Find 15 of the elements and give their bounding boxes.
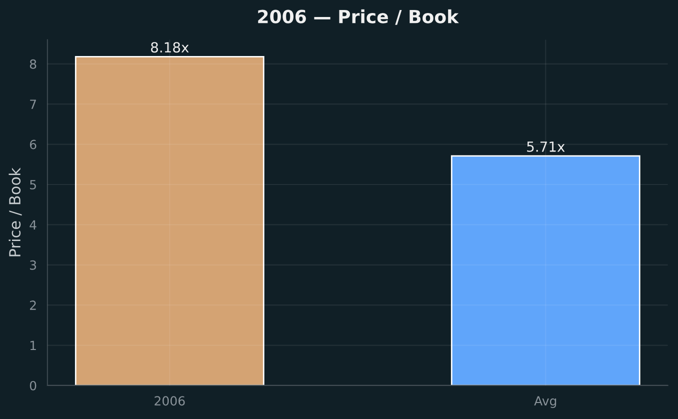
y-tick-label: 2 xyxy=(30,300,36,310)
data-label: 5.71x xyxy=(527,142,565,152)
data-label: 8.18x xyxy=(151,42,189,53)
y-tick-label: 1 xyxy=(30,340,36,350)
y-tick-label: 7 xyxy=(30,100,36,109)
y-tick-label: 6 xyxy=(30,140,36,150)
y-tick-label: 8 xyxy=(30,59,36,69)
x-tick-label: Avg xyxy=(534,396,556,408)
y-tick-label: 0 xyxy=(30,380,36,390)
chart-title: 2006 — Price / Book xyxy=(258,9,459,25)
y-tick-label: 4 xyxy=(30,220,36,230)
y-tick-label: 3 xyxy=(30,260,36,270)
y-tick-label: 5 xyxy=(30,180,36,190)
x-tick-label: 2006 xyxy=(154,396,185,406)
y-axis-title: Price / Book xyxy=(8,168,22,256)
